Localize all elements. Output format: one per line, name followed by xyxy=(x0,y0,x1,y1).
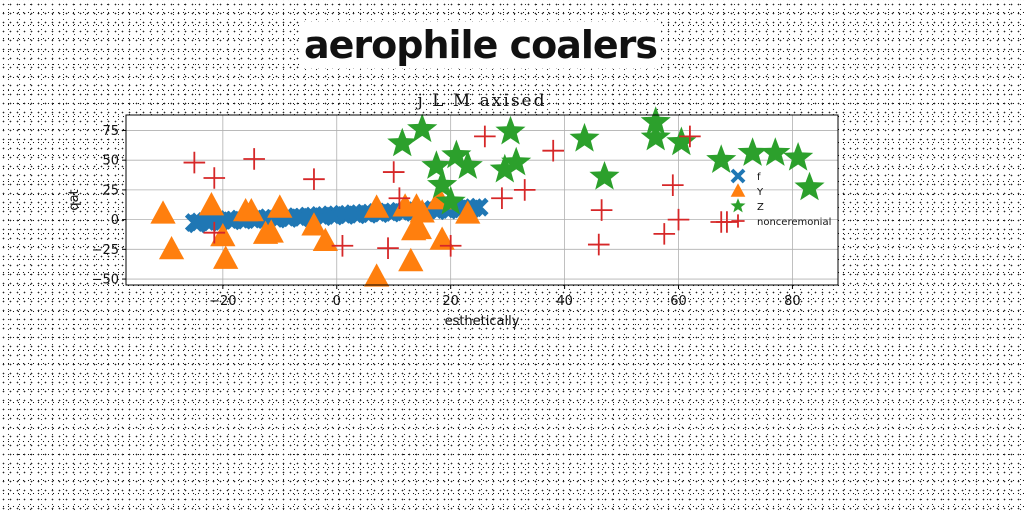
x-tick-label: 40 xyxy=(556,294,573,309)
y-tick-label: 0 xyxy=(111,213,119,228)
legend-label: Y xyxy=(756,187,764,198)
y-tick-label: 75 xyxy=(102,124,119,139)
x-axis-ticks: −20 0 20 40 60 80 xyxy=(209,285,801,309)
legend-label: nonceremonial xyxy=(757,217,831,228)
y-tick-label: 25 xyxy=(102,183,119,198)
y-axis-ticks: −50 −25 0 25 50 75 xyxy=(92,124,126,288)
x-tick-label: 80 xyxy=(784,294,801,309)
x-tick-label: −20 xyxy=(209,294,236,309)
x-tick-label: 20 xyxy=(442,294,459,309)
y-axis-label: qat xyxy=(67,189,82,210)
chart-title: j L M axised xyxy=(415,91,546,111)
x-tick-label: 0 xyxy=(333,294,341,309)
x-tick-label: 60 xyxy=(670,294,687,309)
y-tick-label: −50 xyxy=(92,273,119,288)
legend-label: f xyxy=(757,172,761,183)
y-tick-label: 50 xyxy=(102,154,119,169)
legend-label: Z xyxy=(757,202,764,213)
y-tick-label: −25 xyxy=(92,243,119,258)
x-axis-label: esthetically xyxy=(445,314,520,329)
